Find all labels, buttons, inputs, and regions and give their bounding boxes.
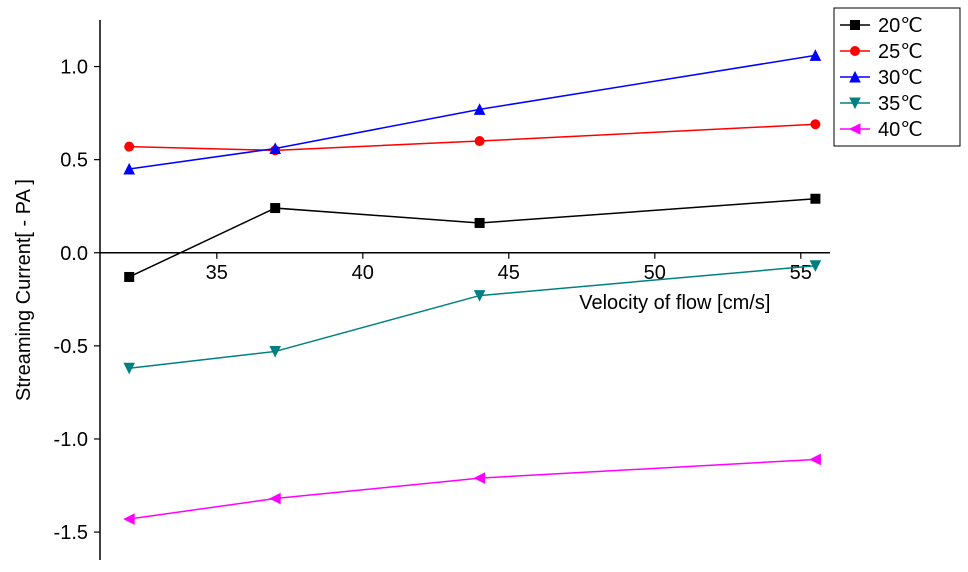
chart-container: -1.5-1.0-0.50.00.51.03540455055Velocity … — [0, 0, 968, 572]
series-line — [129, 55, 815, 169]
marker — [125, 272, 134, 281]
y-tick-label: 0.0 — [60, 243, 88, 265]
x-tick-label: 40 — [352, 262, 374, 284]
marker — [475, 137, 484, 146]
y-tick-label: -0.5 — [54, 336, 88, 358]
legend-label: 40℃ — [878, 119, 923, 141]
series-line — [129, 199, 815, 277]
x-tick-label: 35 — [206, 262, 228, 284]
x-tick-label: 45 — [498, 262, 520, 284]
y-tick-label: 0.5 — [60, 150, 88, 172]
marker — [270, 494, 280, 504]
y-axis-label: Streaming Current[ - PA ] — [13, 179, 35, 401]
y-tick-label: 1.0 — [60, 57, 88, 79]
series-line — [129, 124, 815, 150]
marker — [811, 120, 820, 129]
x-tick-label: 55 — [790, 262, 812, 284]
legend-label: 25℃ — [878, 41, 923, 63]
marker — [475, 473, 485, 483]
marker — [271, 204, 280, 213]
chart-svg: -1.5-1.0-0.50.00.51.03540455055Velocity … — [0, 0, 968, 572]
marker — [851, 21, 860, 30]
marker — [810, 454, 820, 464]
legend-label: 30℃ — [878, 67, 923, 89]
series-line — [129, 459, 815, 519]
marker — [811, 194, 820, 203]
y-tick-label: -1.5 — [54, 522, 88, 544]
marker — [125, 142, 134, 151]
legend-label: 35℃ — [878, 93, 923, 115]
series-line — [129, 266, 815, 368]
marker — [851, 47, 860, 56]
x-axis-label: Velocity of flow [cm/s] — [579, 292, 770, 314]
y-tick-label: -1.0 — [54, 429, 88, 451]
marker — [475, 218, 484, 227]
legend-label: 20℃ — [878, 15, 923, 37]
marker — [124, 514, 134, 524]
